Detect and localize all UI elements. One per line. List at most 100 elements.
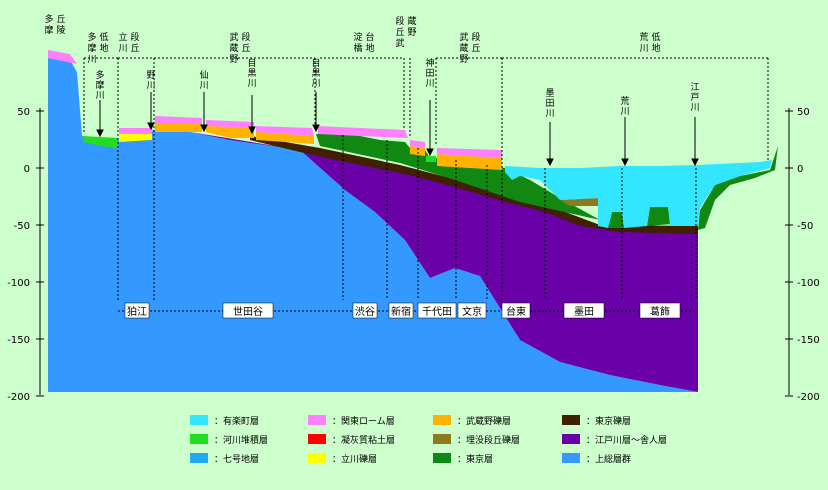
legend: ：有楽町層 ：関東ローム層 ：武蔵野礫層 ：東京礫層 ：河川堆積層 ：凝灰質粘土層 ：埋没段…: [190, 415, 667, 465]
svg-text:立: 立: [118, 31, 127, 43]
legend-label: ：河川堆積層: [214, 434, 268, 446]
y-tick-label-left: 0: [24, 164, 30, 175]
river-arrows: [96, 92, 699, 167]
y-tick-label-right: -200: [797, 392, 820, 403]
legend-label: ：関東ローム層: [332, 415, 395, 427]
svg-text:川: 川: [311, 79, 320, 89]
svg-text:野: 野: [146, 70, 155, 81]
terrain-label-tama-teichi: 多摩川 低地: [87, 31, 108, 65]
y-ticks-right: 50 0 -50 -100 -150 -200: [785, 107, 820, 403]
y-tick-label-left: -150: [7, 335, 30, 346]
legend-swatch: [308, 453, 326, 463]
layer-edogawa-toneri: [190, 132, 698, 392]
svg-text:戸: 戸: [690, 92, 699, 103]
river-label-sengawa: 仙川: [199, 69, 208, 91]
district-label: 世田谷: [233, 306, 263, 318]
layer-loam-4: [256, 126, 314, 136]
district-label: 文京: [462, 305, 482, 318]
svg-text:川: 川: [639, 44, 648, 54]
legend-label: ：武蔵野礫層: [457, 415, 511, 427]
svg-text:黒: 黒: [311, 68, 320, 79]
layer-loam-tama: [48, 50, 77, 64]
svg-text:段: 段: [241, 31, 250, 43]
svg-text:荒: 荒: [620, 96, 629, 107]
layer-river-tama: [82, 136, 118, 148]
legend-label: ：東京礫層: [586, 415, 631, 427]
svg-text:淀: 淀: [353, 31, 362, 43]
svg-text:川: 川: [95, 91, 104, 101]
district-box: [124, 302, 150, 319]
svg-text:段: 段: [130, 31, 139, 43]
svg-text:摩: 摩: [44, 24, 53, 36]
svg-text:台: 台: [365, 31, 374, 43]
svg-text:川: 川: [146, 81, 155, 91]
svg-text:川: 川: [87, 55, 96, 65]
y-tick-label-left: -200: [7, 392, 30, 403]
y-tick-label-right: 50: [797, 107, 810, 118]
svg-text:橋: 橋: [353, 42, 362, 54]
svg-text:墨: 墨: [545, 88, 554, 99]
river-label-arakawa: 荒川: [620, 96, 629, 117]
layer-loam-5: [318, 126, 408, 138]
layer-tokyo-pocket2: [647, 207, 672, 226]
svg-text:黒: 黒: [247, 68, 256, 79]
legend-swatch: [562, 434, 580, 444]
legend-label: ：埋没段丘礫層: [457, 434, 520, 446]
y-tick-label-right: 0: [797, 164, 803, 175]
district-box: [563, 302, 605, 319]
svg-text:川: 川: [690, 103, 699, 113]
district-box: [501, 302, 531, 319]
layer-loam-3: [206, 120, 254, 128]
svg-text:陵: 陵: [56, 25, 65, 36]
terrain-brackets: [83, 57, 769, 300]
layer-loam-1: [119, 128, 152, 134]
district-box: [417, 302, 457, 319]
svg-text:蔵: 蔵: [459, 42, 468, 54]
svg-text:川: 川: [199, 81, 208, 91]
svg-text:多: 多: [95, 69, 104, 81]
layer-loam-6: [410, 140, 425, 148]
svg-text:川: 川: [118, 44, 127, 54]
district-label: 渋谷: [355, 305, 375, 318]
river-label-meguro: 目黒川: [247, 58, 256, 89]
svg-text:川: 川: [545, 109, 554, 119]
y-tick-label-right: -100: [797, 278, 820, 289]
legend-label: ：東京層: [457, 453, 493, 465]
river-label-kanda: 神田川: [425, 57, 434, 89]
svg-text:多: 多: [44, 13, 53, 25]
svg-text:地: 地: [365, 42, 374, 54]
legend-swatch: [433, 415, 451, 425]
svg-text:蔵: 蔵: [229, 42, 238, 54]
svg-text:摩: 摩: [95, 79, 104, 91]
legend-label: ：立川礫層: [332, 453, 377, 465]
river-label-nogawa: 野川: [146, 70, 155, 91]
svg-text:地: 地: [651, 42, 660, 54]
legend-swatch: [562, 415, 580, 425]
legend-label: ：有楽町層: [214, 415, 259, 427]
district-label: 台東: [506, 305, 526, 318]
legend-label: ：上総層群: [586, 453, 631, 465]
district-label: 狛江: [127, 306, 147, 318]
svg-text:田: 田: [545, 98, 554, 109]
district-label: 千代田: [422, 306, 452, 318]
legend-label: ：江戸川層～舎人層: [586, 435, 667, 446]
y-tick-label-right: -50: [797, 221, 813, 232]
svg-text:武: 武: [395, 37, 404, 49]
svg-text:段: 段: [471, 31, 480, 43]
svg-text:神: 神: [425, 57, 434, 69]
svg-text:仙: 仙: [199, 69, 208, 81]
district-labels: 狛江 世田谷 渋谷 新宿 千代田 文京 台東 墨田 葛飾: [124, 302, 681, 319]
layer-river-kanda: [426, 156, 436, 162]
layer-musashino-gravel-4: [410, 146, 425, 156]
layer-buried-terrace: [560, 198, 598, 206]
svg-text:川: 川: [247, 79, 256, 89]
legend-label: ：凝灰質粘土層: [332, 434, 395, 446]
